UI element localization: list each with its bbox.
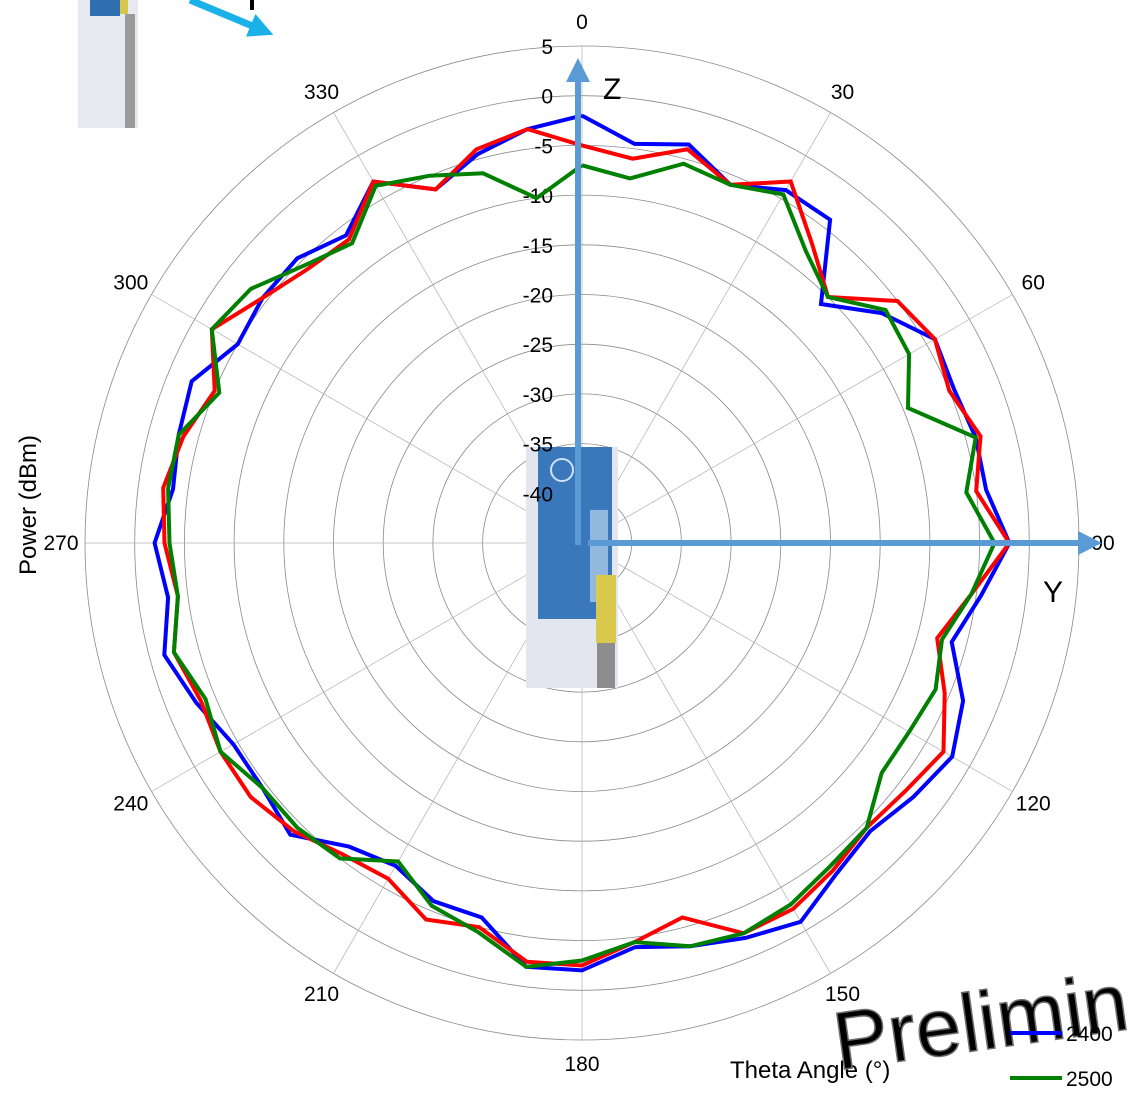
angle-tick-label: 180 <box>564 1053 599 1076</box>
radial-tick-label: 0 <box>541 86 553 109</box>
angle-tick-label: 240 <box>113 793 148 816</box>
angle-tick-label: 150 <box>825 983 860 1006</box>
antenna-photo-inset-top <box>78 0 138 128</box>
radial-tick-label: -25 <box>523 334 553 357</box>
radial-tick-label: -5 <box>534 135 553 158</box>
legend-label: 2400 <box>1066 1023 1113 1046</box>
axis-glyph-top <box>250 0 254 10</box>
radial-tick-label: -35 <box>523 434 553 457</box>
grid-spoke <box>151 294 583 544</box>
angle-tick-label: 0 <box>576 11 588 34</box>
data-series <box>152 113 1012 973</box>
angle-tick-label: 300 <box>113 272 148 295</box>
orientation-axes: Z Y <box>566 58 1102 609</box>
y-axis-label: Y <box>1043 576 1063 609</box>
grid-spoke <box>151 542 583 792</box>
grid-spoke <box>581 542 1013 792</box>
legend-label: 2500 <box>1066 1068 1113 1091</box>
arrow-icon <box>188 0 274 37</box>
series-line-2500 <box>166 161 997 969</box>
grid-spoke <box>581 542 831 974</box>
radial-tick-label: -20 <box>523 285 553 308</box>
grid-spoke <box>581 112 831 544</box>
angle-tick-label: 330 <box>304 81 339 104</box>
angle-tick-label: 210 <box>304 983 339 1006</box>
x-axis-title: Theta Angle (°) <box>730 1057 890 1084</box>
angle-tick-label: 90 <box>1091 532 1114 555</box>
radial-tick-label: -40 <box>523 483 553 506</box>
angle-tick-labels: 0 30 60 90 120 150 180 210 240 270 300 330 <box>43 11 1114 1076</box>
y-axis-title: Power (dBm) <box>15 435 42 575</box>
radial-tick-label: -15 <box>523 235 553 258</box>
legend: 2400 2500 <box>1010 1023 1113 1091</box>
z-axis-label: Z <box>603 73 621 106</box>
grid-spoke <box>581 294 1013 544</box>
radial-tick-label: 5 <box>541 36 553 59</box>
angle-tick-label: 120 <box>1016 793 1051 816</box>
radial-tick-labels: 50-5-10-15-20-25-30-35-40 <box>523 36 553 506</box>
angle-tick-label: 60 <box>1022 272 1045 295</box>
radial-tick-label: -30 <box>523 384 553 407</box>
angle-tick-label: 270 <box>43 532 78 555</box>
angle-tick-label: 30 <box>831 81 854 104</box>
